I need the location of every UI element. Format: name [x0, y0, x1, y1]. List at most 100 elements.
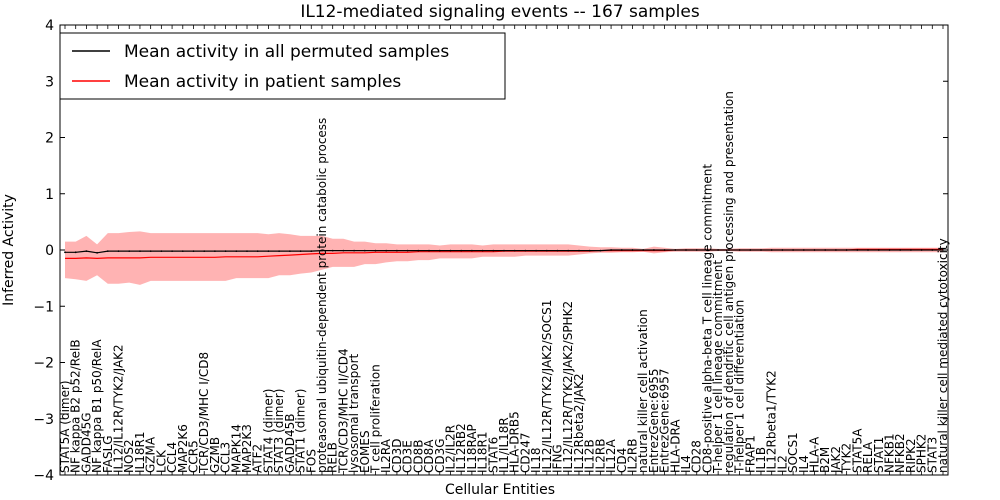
- permuted-mean-point: [920, 249, 923, 251]
- x-tick-label: T-helper 1 cell differentiation: [733, 300, 747, 474]
- y-tick-label: 1: [45, 187, 54, 203]
- permuted-mean-point: [64, 251, 66, 254]
- x-tick-label: IL12/IL12R/TYK2/JAK2: [112, 344, 126, 473]
- y-tick-label: 2: [45, 131, 54, 147]
- x-tick-label: NFKB1: [883, 433, 897, 473]
- permuted-mean-point: [471, 249, 473, 252]
- x-tick-label: NF kappa B2 p52/RelB: [69, 339, 83, 473]
- permuted-mean-point: [856, 249, 859, 251]
- x-tick-label: FASLG: [101, 435, 115, 473]
- x-tick-label: CD8B: [411, 440, 425, 474]
- permuted-mean-point: [224, 250, 227, 253]
- x-tick-label: NF kappa B1 p50/RelA: [90, 339, 104, 473]
- permuted-mean-point: [760, 249, 762, 251]
- x-tick-label: IL2RB: [593, 439, 607, 473]
- permuted-mean-point: [310, 250, 313, 253]
- permuted-mean-point: [738, 249, 741, 251]
- permuted-mean-point: [256, 250, 259, 253]
- x-tick-label: CD4: [615, 448, 629, 473]
- permuted-mean-point: [396, 249, 398, 252]
- x-tick-label: regulation of dendritic cell antigen pro…: [722, 91, 736, 473]
- permuted-mean-point: [706, 249, 709, 251]
- x-tick-label: EOMES: [358, 430, 372, 473]
- x-tick-label: STAT3 (dimer): [272, 389, 286, 473]
- permuted-mean-point: [321, 249, 323, 252]
- x-tick-label: NOS2: [122, 439, 136, 473]
- y-tick-label: −2: [33, 356, 54, 372]
- permuted-mean-point: [385, 249, 388, 252]
- permuted-mean-point: [139, 250, 141, 253]
- permuted-mean-point: [428, 249, 430, 252]
- x-tick-label: IL4: [797, 455, 811, 473]
- axes: −4 −3 −2 −1 0 1 2 3 4 STAT5A (dimer)NF kappa B2 p…: [33, 18, 950, 484]
- x-tick-label: CD3E: [401, 440, 415, 473]
- x-tick-label: T-helper 1 cell lineage commitment: [711, 260, 725, 474]
- permuted-mean-point: [813, 249, 816, 251]
- x-tick-label: EntrezGene:6957: [658, 369, 672, 474]
- permuted-mean-point: [492, 249, 495, 252]
- x-tick-label: IL12A: [604, 439, 618, 473]
- x-tick-label: STAT6: [486, 437, 500, 473]
- permuted-mean-point: [524, 249, 527, 252]
- y-tick-label: −4: [33, 468, 54, 484]
- permuted-mean-point: [685, 249, 687, 251]
- permuted-mean-point: [749, 249, 752, 251]
- permuted-mean-point: [642, 249, 645, 251]
- x-tick-label: NFKB2: [893, 433, 907, 473]
- permuted-mean-point: [845, 249, 848, 251]
- permuted-mean-point: [663, 249, 666, 251]
- permuted-mean-point: [556, 249, 559, 252]
- permuted-mean-point: [802, 249, 805, 251]
- y-tick-label: −1: [33, 299, 54, 315]
- x-tick-label: GZMA: [144, 436, 158, 473]
- permuted-mean-point: [353, 249, 355, 252]
- y-tick-label: 0: [45, 243, 54, 259]
- permuted-mean-point: [96, 251, 98, 254]
- x-tick-label: MAP2K3: [240, 424, 254, 473]
- permuted-mean-point: [117, 250, 120, 253]
- x-tick-label: B2M: [818, 447, 832, 473]
- permuted-mean-point: [85, 250, 88, 253]
- permuted-mean-point: [278, 250, 280, 253]
- x-tick-label: CD247: [518, 432, 532, 473]
- x-tick-label: CD8A: [422, 439, 436, 473]
- x-tick-label: IL4: [679, 455, 693, 473]
- permuted-mean-point: [888, 249, 891, 251]
- legend-box: [59, 32, 506, 100]
- legend-label: Mean activity in all permuted samples: [124, 42, 449, 62]
- permuted-mean-point: [481, 249, 484, 252]
- x-tick-label: ATF2: [251, 444, 265, 473]
- x-tick-label: JAK2: [829, 446, 843, 474]
- x-tick-label: STAT5A: [850, 428, 864, 473]
- x-tick-label: FRAP1: [743, 435, 757, 473]
- y-tick-label: −3: [33, 412, 54, 428]
- permuted-mean-point: [363, 249, 366, 252]
- x-tick-label: T cell proliferation: [369, 364, 383, 474]
- permuted-mean-point: [599, 249, 602, 252]
- permuted-mean-point: [931, 249, 934, 251]
- permuted-mean-point: [792, 249, 794, 251]
- permuted-mean-point: [160, 250, 163, 253]
- x-tick-label: IL18R1: [476, 432, 490, 473]
- permuted-mean-point: [74, 251, 77, 254]
- permuted-mean-point: [513, 249, 516, 252]
- permuted-mean-point: [631, 249, 634, 251]
- x-tick-label: CCL4: [165, 442, 179, 473]
- x-tick-label: CD3G: [433, 438, 447, 473]
- permuted-mean-point: [267, 250, 270, 253]
- x-tick-label: GADD45G: [79, 412, 93, 473]
- x-axis-label: Cellular Entities: [445, 482, 555, 498]
- x-tick-label: RELA: [861, 441, 875, 473]
- x-tick-label: IL2RB: [626, 439, 640, 473]
- legend-label: Mean activity in patient samples: [124, 72, 401, 92]
- permuted-mean-point: [246, 250, 248, 253]
- permuted-mean-point: [567, 249, 570, 252]
- permuted-mean-point: [289, 250, 291, 253]
- x-tick-label: TYK2: [840, 443, 854, 474]
- x-tick-label: HLA-DRB5: [508, 411, 522, 473]
- permuted-mean-point: [299, 250, 302, 253]
- x-tick-label: IL12Rbeta1/TYK2: [765, 370, 779, 473]
- permuted-mean-point: [460, 249, 463, 252]
- x-tick-label: SOCS1: [786, 432, 800, 473]
